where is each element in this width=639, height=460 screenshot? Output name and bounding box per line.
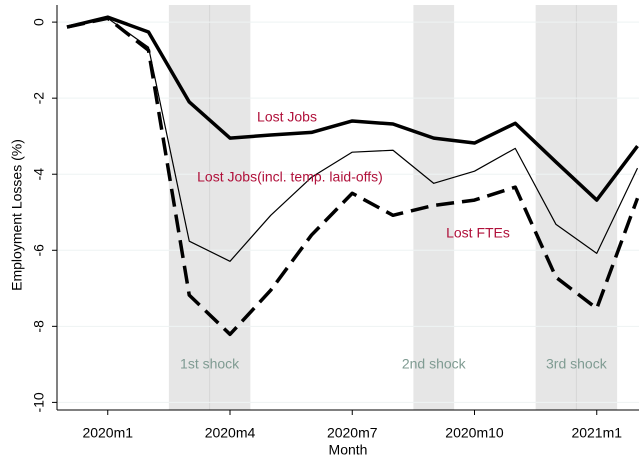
x-tick-label: 2020m7	[327, 425, 378, 441]
series-line	[66, 17, 639, 262]
y-tick-label: -2	[31, 92, 47, 105]
series-label: Lost Jobs(incl. temp. laid-offs)	[197, 169, 383, 185]
x-tick-label: 2021m1	[571, 425, 622, 441]
y-axis-title: Employment Losses (%)	[9, 139, 25, 291]
y-tick-label: -10	[31, 392, 47, 412]
series-label: Lost FTEs	[446, 225, 510, 241]
x-tick-label: 2020m1	[82, 425, 133, 441]
series-label: Lost Jobs	[257, 109, 317, 125]
x-axis-title: Month	[329, 442, 368, 458]
x-tick-label: 2020m4	[205, 425, 256, 441]
band-label: 2nd shock	[402, 356, 467, 372]
series-line	[66, 16, 639, 337]
y-tick-label: -6	[31, 244, 47, 257]
band-label: 1st shock	[180, 356, 240, 372]
series-line	[66, 15, 639, 202]
band-label: 3rd shock	[546, 356, 608, 372]
y-tick-label: -8	[31, 320, 47, 333]
x-tick-label: 2020m10	[445, 425, 504, 441]
y-tick-label: -4	[31, 168, 47, 181]
y-tick-label: 0	[31, 18, 47, 26]
